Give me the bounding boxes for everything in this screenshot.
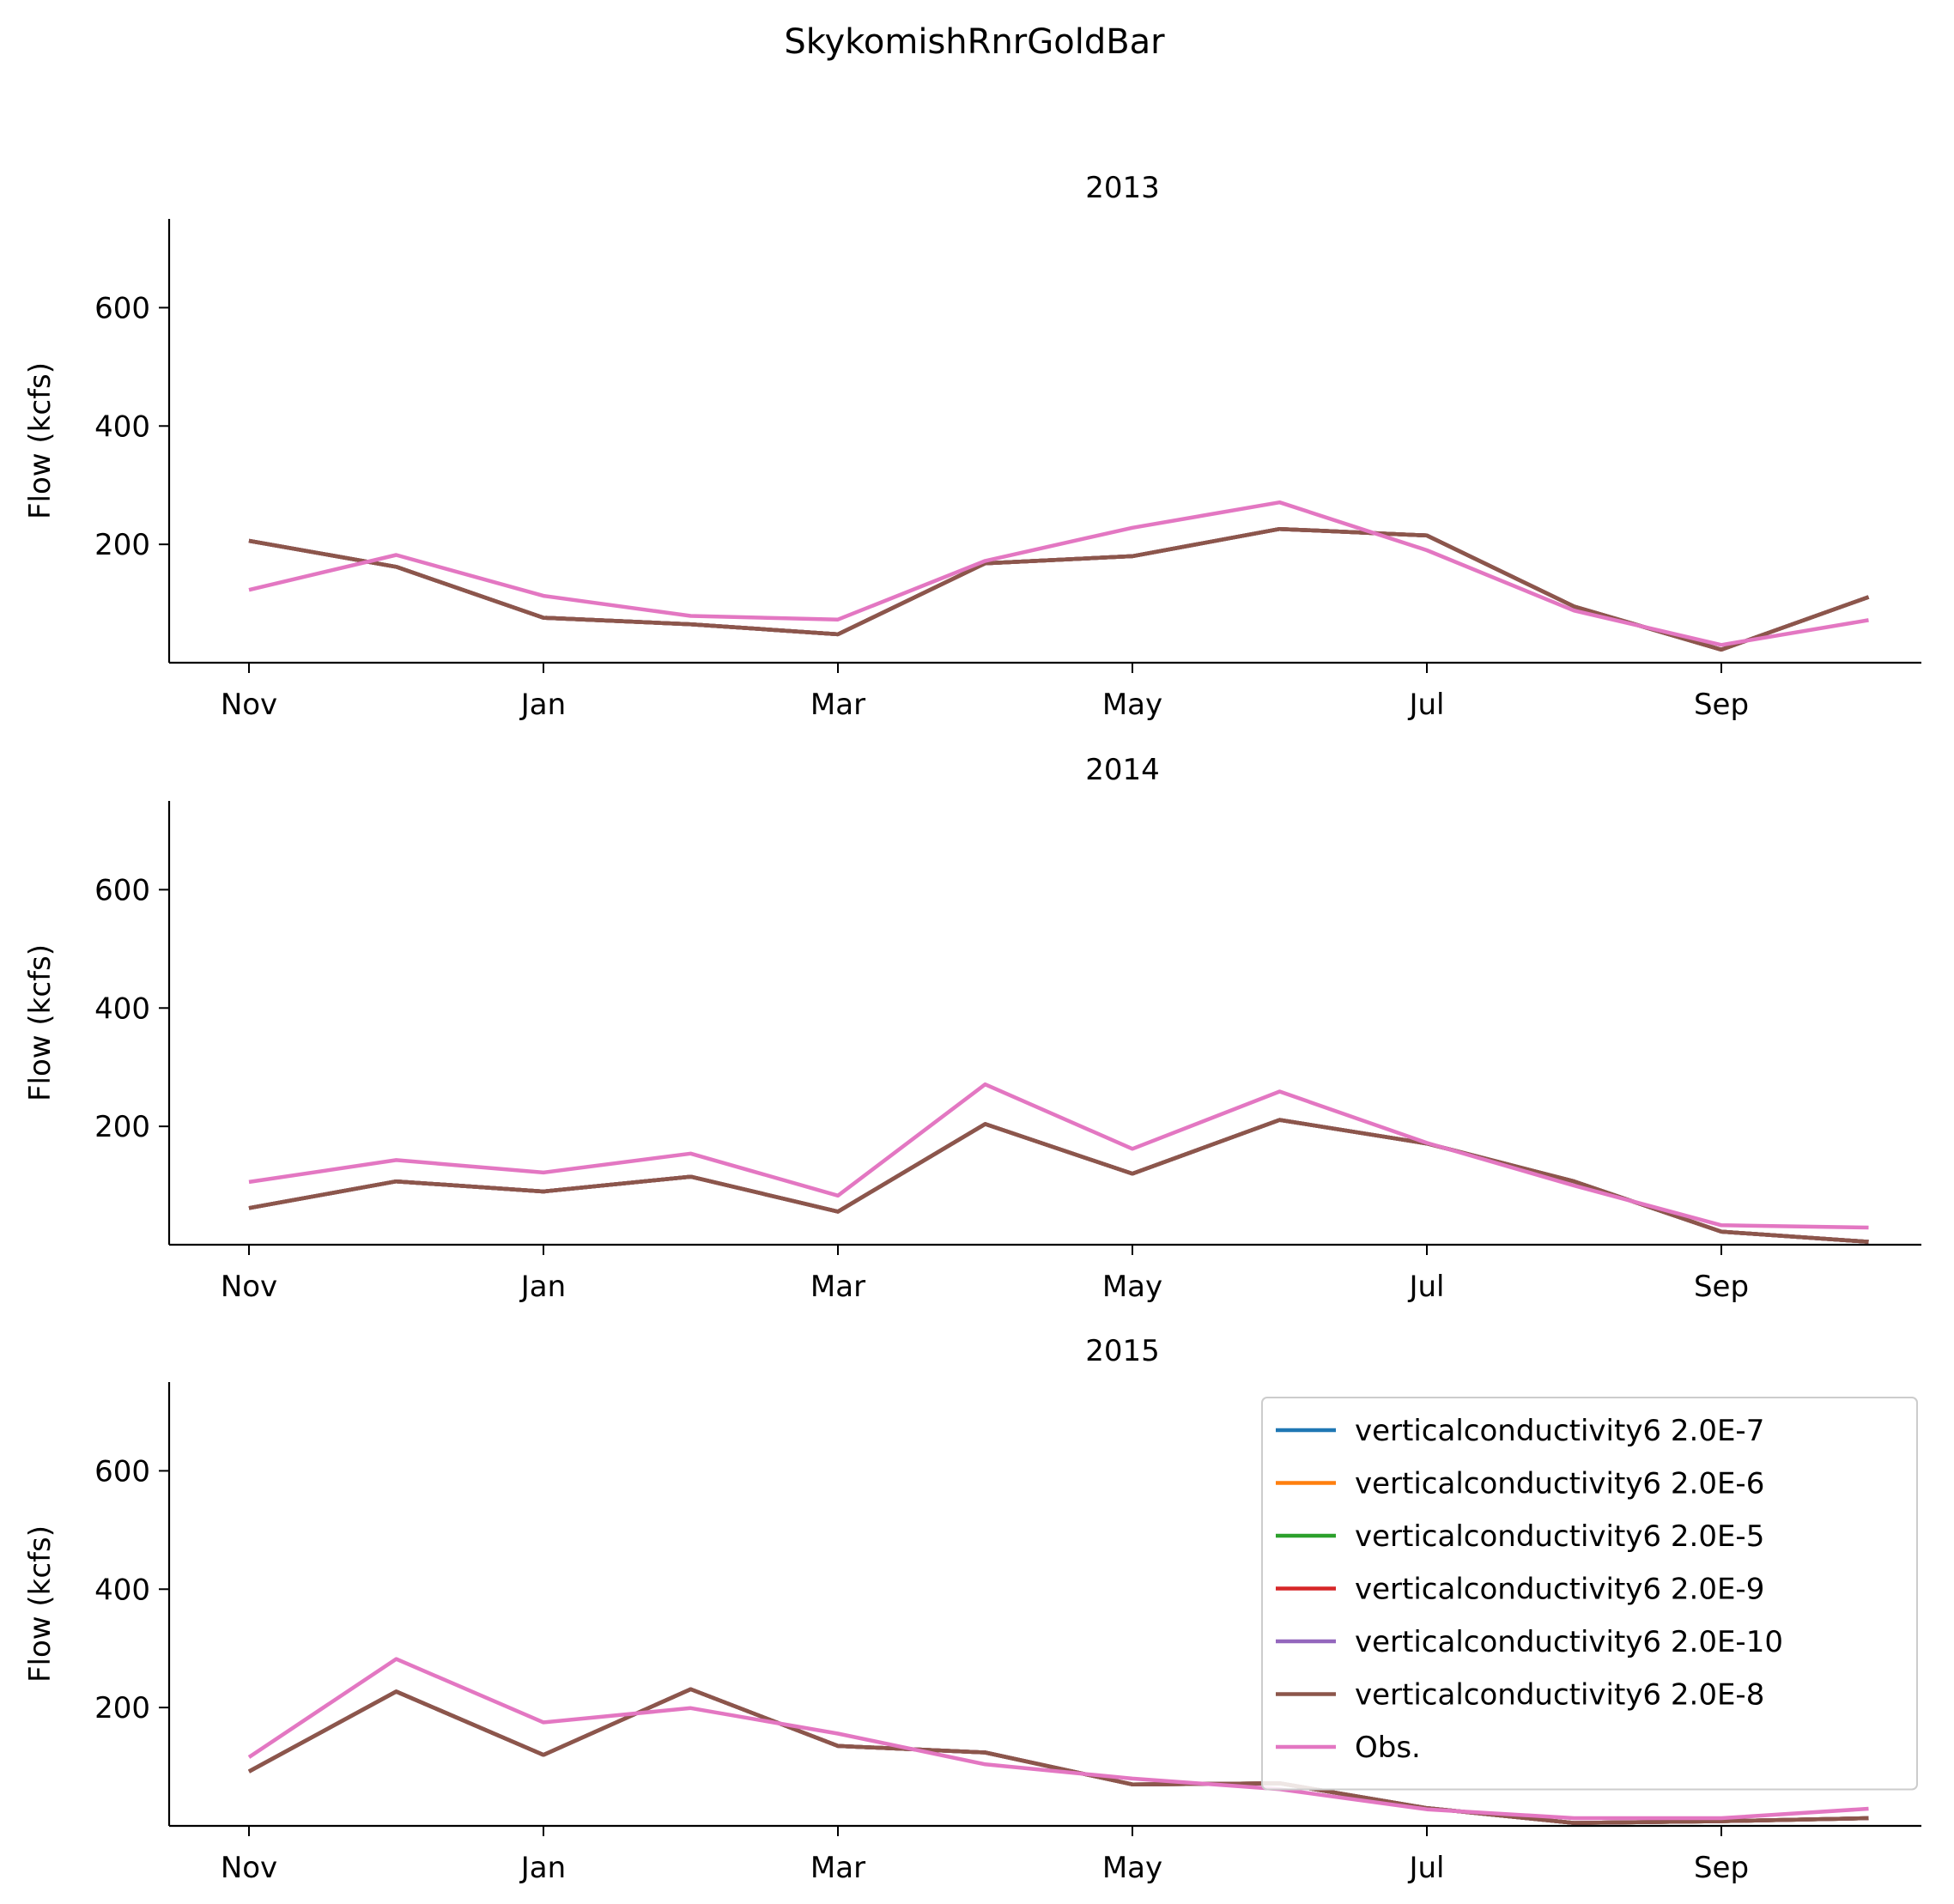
subplot-3: 2015 200 400 600 Nov Jan Mar May Jul Sep Flow (kcf… bbox=[23, 1334, 1921, 1885]
subplots: 2013 200 400 600 Nov Jan Mar May Jul Sep Flow (kcf… bbox=[23, 171, 1921, 1885]
series-line-2 bbox=[248, 1118, 1869, 1244]
y-axis-label: Flow (kcfs) bbox=[23, 1525, 58, 1683]
x-tick-label: Jan bbox=[519, 1270, 566, 1304]
legend-label: verticalconductivity6 2.0E-9 bbox=[1355, 1573, 1764, 1607]
y-tick-label: 400 bbox=[94, 409, 150, 444]
series-line-1 bbox=[248, 526, 1870, 652]
x-tick-label: May bbox=[1102, 1851, 1162, 1885]
x-tick-label: Nov bbox=[221, 1270, 277, 1304]
y-tick-label: 400 bbox=[94, 1573, 150, 1607]
series-line-7 bbox=[248, 500, 1869, 647]
series-line-5 bbox=[248, 526, 1870, 652]
x-tick-label: May bbox=[1102, 1270, 1162, 1304]
y-axis-label: Flow (kcfs) bbox=[23, 362, 58, 519]
y-tick-label: 200 bbox=[94, 528, 150, 562]
legend-label: verticalconductivity6 2.0E-6 bbox=[1355, 1467, 1764, 1501]
series-line-3 bbox=[248, 1118, 1869, 1244]
legend-label: verticalconductivity6 2.0E-8 bbox=[1355, 1678, 1764, 1713]
x-tick-label: May bbox=[1102, 688, 1162, 722]
series-line-6 bbox=[248, 1118, 1869, 1244]
y-tick-label: 600 bbox=[94, 291, 150, 325]
subplot-1: 2013 200 400 600 Nov Jan Mar May Jul Sep Flow (kcf… bbox=[23, 171, 1921, 722]
y-axis-label: Flow (kcfs) bbox=[23, 944, 58, 1101]
legend-label: verticalconductivity6 2.0E-7 bbox=[1355, 1414, 1764, 1448]
x-tick-label: Jul bbox=[1407, 1270, 1444, 1304]
series-line-4 bbox=[248, 526, 1870, 652]
x-tick-label: Nov bbox=[221, 1851, 277, 1885]
x-tick-label: Jan bbox=[519, 1851, 566, 1885]
subplot-2: 2014 200 400 600 Nov Jan Mar May Jul Sep Flow (kcf… bbox=[23, 753, 1921, 1304]
series-line-4 bbox=[248, 1118, 1869, 1244]
y-tick-label: 400 bbox=[94, 991, 150, 1026]
x-tick-label: Mar bbox=[810, 1851, 865, 1885]
x-tick-label: Sep bbox=[1694, 688, 1749, 722]
series-line-7 bbox=[248, 1082, 1869, 1230]
x-tick-label: Sep bbox=[1694, 1851, 1749, 1885]
series-line-6 bbox=[247, 1687, 1869, 1825]
legend: verticalconductivity6 2.0E-7 verticalcond… bbox=[1261, 1397, 1918, 1791]
series-line-7 bbox=[247, 1657, 1869, 1821]
series-line-6 bbox=[248, 526, 1870, 652]
x-tick-label: Mar bbox=[810, 688, 865, 722]
y-tick-label: 600 bbox=[94, 1454, 150, 1489]
x-tick-label: Jul bbox=[1407, 1851, 1444, 1885]
figure-title: SkykomishRnrGoldBar bbox=[784, 22, 1165, 62]
subplot-title: 2013 bbox=[1085, 171, 1160, 205]
series-line-2 bbox=[248, 526, 1870, 652]
x-tick-label: Mar bbox=[810, 1270, 865, 1304]
x-tick-label: Jul bbox=[1407, 688, 1444, 722]
x-tick-label: Nov bbox=[221, 688, 277, 722]
x-tick-label: Sep bbox=[1694, 1270, 1749, 1304]
legend-label: Obs. bbox=[1355, 1731, 1421, 1765]
legend-label: verticalconductivity6 2.0E-5 bbox=[1355, 1519, 1764, 1554]
series-line-1 bbox=[248, 1118, 1869, 1244]
y-tick-label: 200 bbox=[94, 1110, 150, 1144]
legend-box bbox=[1261, 1397, 1918, 1791]
subplot-title: 2014 bbox=[1085, 753, 1160, 787]
series-line-5 bbox=[248, 1118, 1869, 1244]
y-tick-label: 200 bbox=[94, 1691, 150, 1725]
legend-label: verticalconductivity6 2.0E-10 bbox=[1355, 1625, 1783, 1659]
series-line-3 bbox=[248, 526, 1870, 652]
x-tick-label: Jan bbox=[519, 688, 566, 722]
y-tick-label: 600 bbox=[94, 873, 150, 907]
subplot-title: 2015 bbox=[1085, 1334, 1160, 1368]
